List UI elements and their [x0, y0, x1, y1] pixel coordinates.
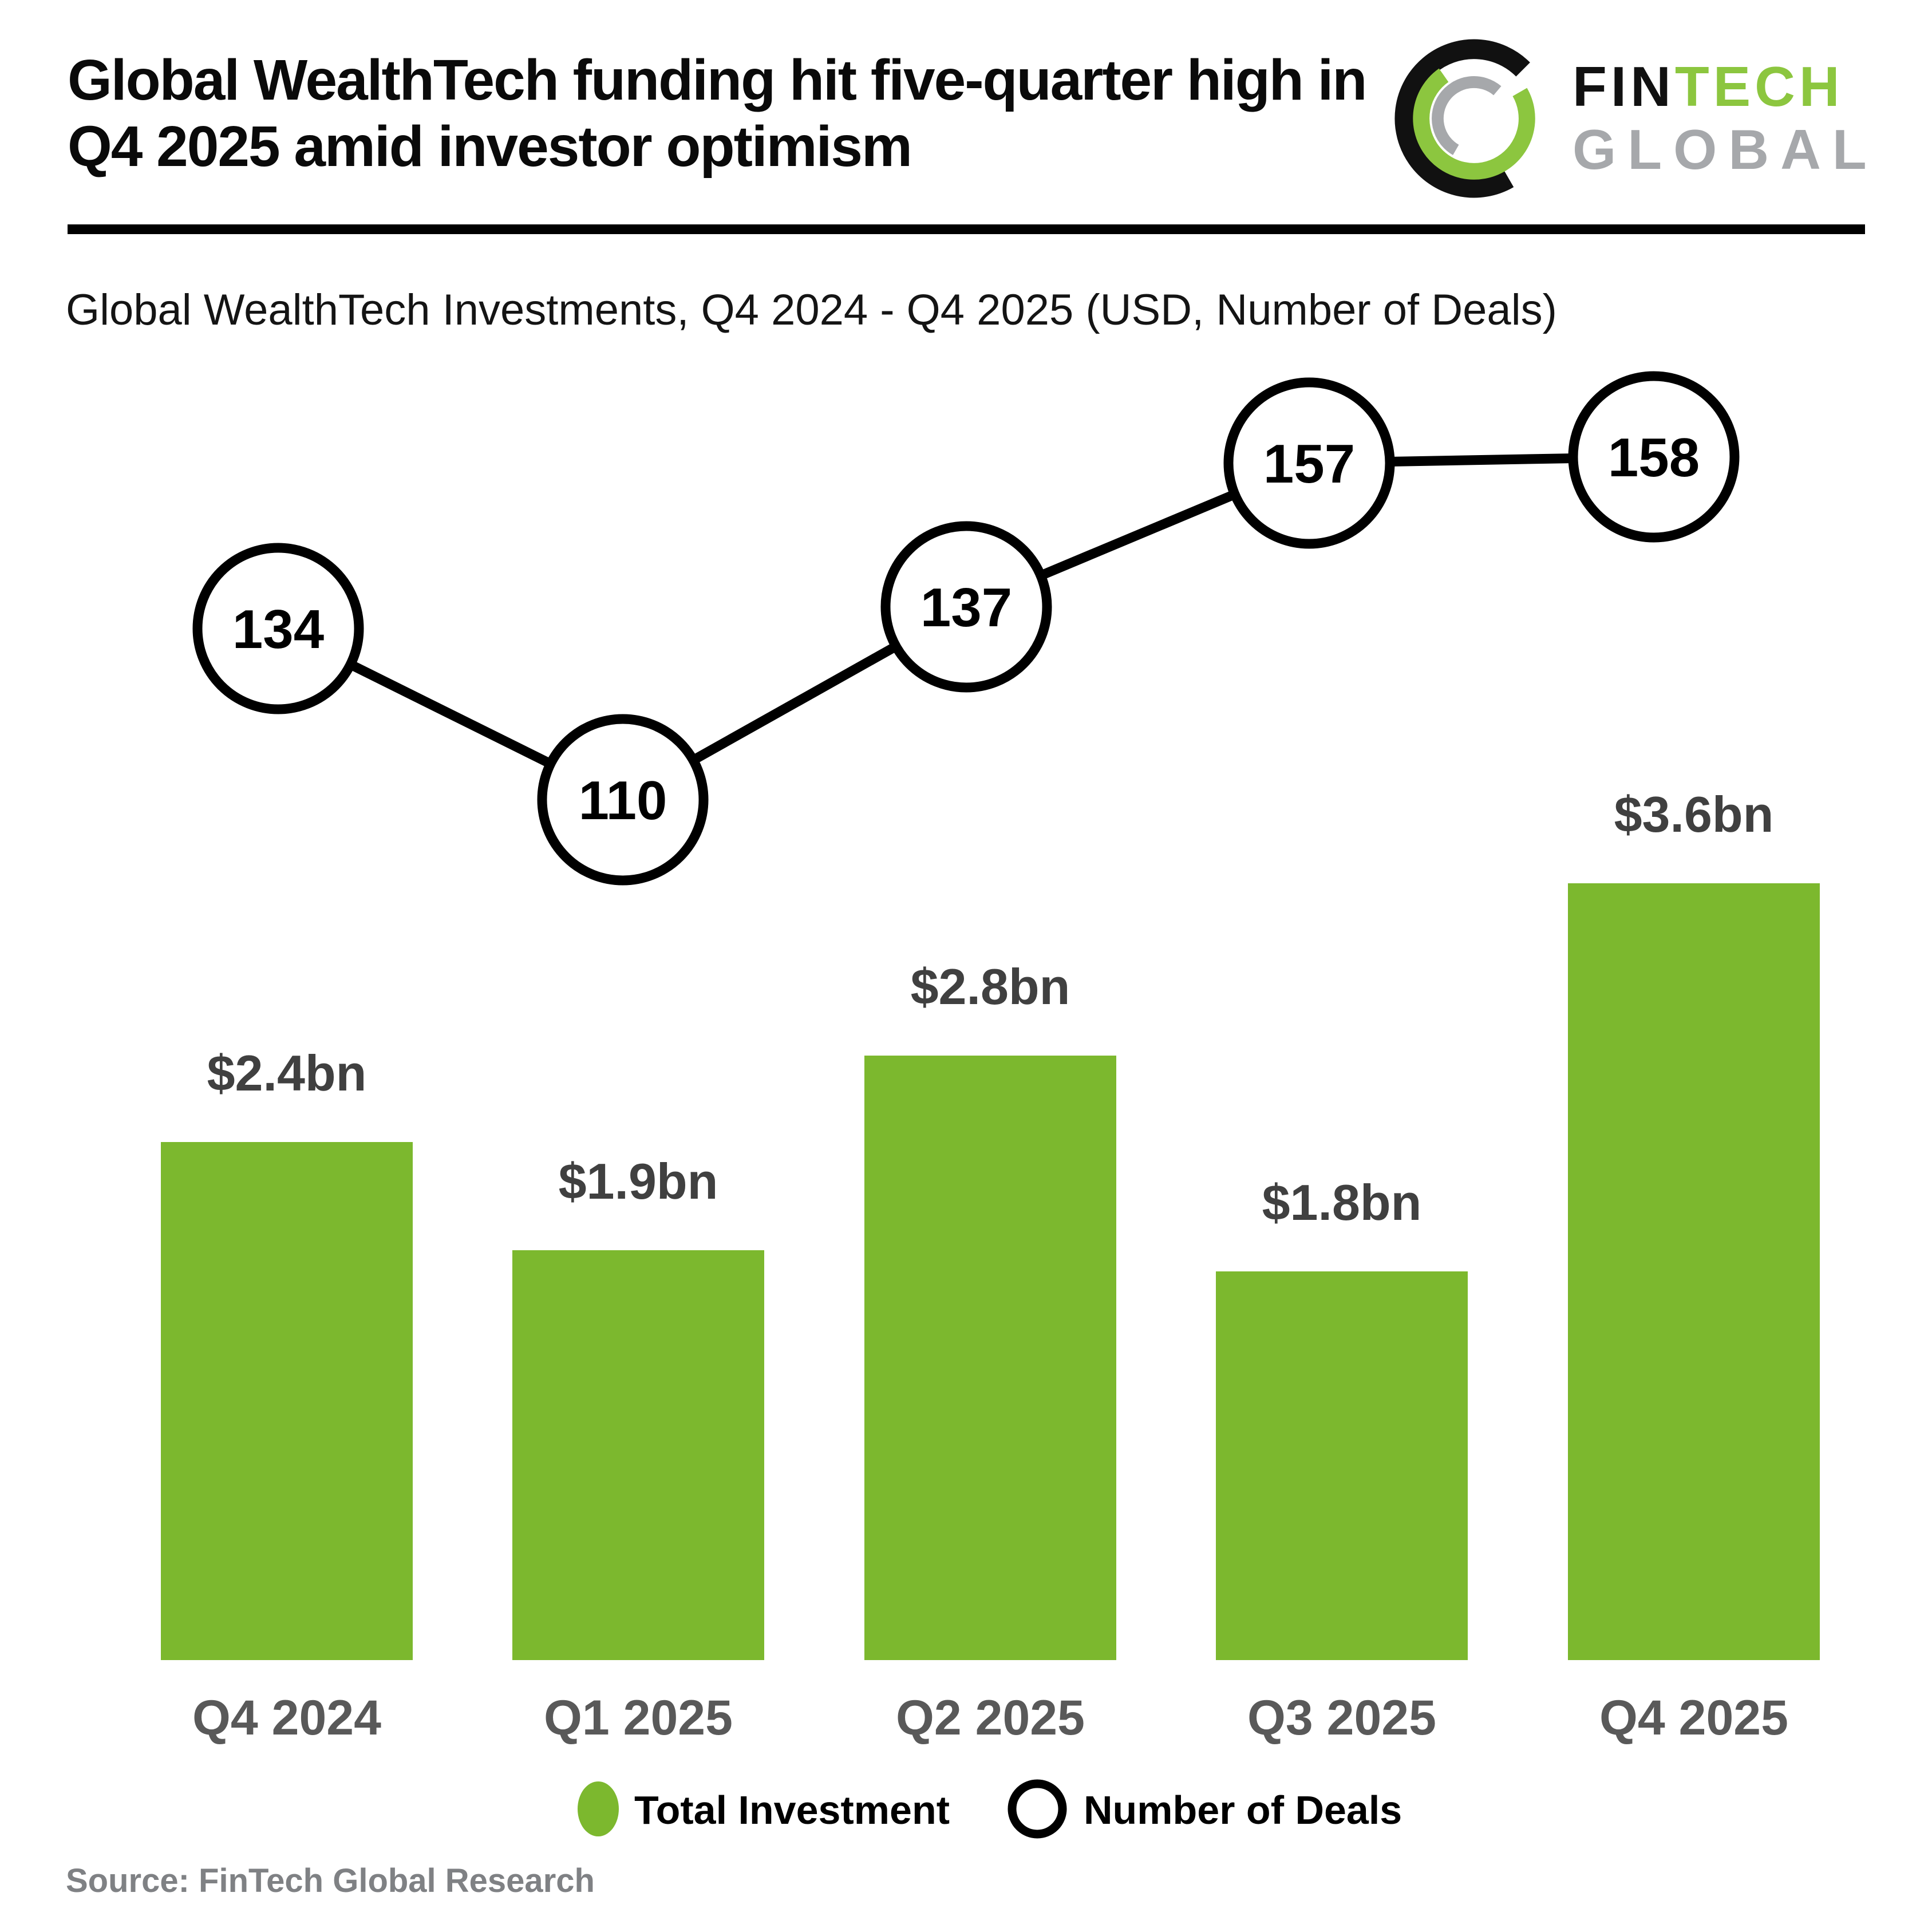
deal-marker-q3-2025 [1223, 377, 1395, 549]
page-title: Global WealthTech funding hit five-quart… [68, 48, 1368, 179]
legend-total-investment-label: Total Investment [634, 1788, 950, 1832]
legend-total-investment-icon [578, 1781, 619, 1836]
bar-value-q1-2025: $1.9bn [559, 1153, 718, 1210]
deal-count-q4-2024: 134 [232, 599, 324, 660]
deal-marker-q1-2025 [537, 714, 709, 886]
legend-number-of-deals-label: Number of Deals [1084, 1788, 1402, 1832]
x-label-q1-2025: Q1 2025 [544, 1690, 733, 1745]
legend-number-of-deals-icon [1008, 1779, 1067, 1839]
logo-tech: TECH [1674, 55, 1844, 118]
x-label-q2-2025: Q2 2025 [896, 1690, 1085, 1745]
logo-global: GLOBAL [1573, 118, 1878, 181]
combo-chart: $2.4bn $1.9bn $2.8bn $1.8bn $3.6bn 134 1… [161, 371, 1820, 1839]
deal-marker-q4-2024 [192, 543, 364, 714]
bar-value-q4-2025: $3.6bn [1614, 786, 1774, 843]
bar-q4-2024 [161, 1142, 413, 1660]
title-divider [68, 224, 1865, 234]
deal-count-q4-2025: 158 [1608, 427, 1700, 488]
deal-count-q3-2025: 157 [1263, 433, 1355, 495]
bar-q2-2025 [864, 1056, 1116, 1660]
x-label-q3-2025: Q3 2025 [1247, 1690, 1436, 1745]
source-note: Source: FinTech Global Research [66, 1862, 595, 1899]
x-label-q4-2025: Q4 2025 [1599, 1690, 1788, 1745]
x-label-q4-2024: Q4 2024 [192, 1690, 381, 1745]
fintech-global-swirl-icon [1394, 39, 1535, 198]
bar-value-q3-2025: $1.8bn [1262, 1174, 1422, 1231]
deal-count-q1-2025: 110 [579, 770, 667, 831]
bar-q1-2025 [512, 1250, 764, 1660]
fintech-global-logo: FINTECH GLOBAL [1388, 30, 1892, 207]
bar-q4-2025 [1568, 883, 1820, 1660]
deal-count-q2-2025: 137 [920, 577, 1012, 638]
logo-fin: FIN [1573, 55, 1675, 118]
deal-marker-q2-2025 [880, 521, 1052, 693]
bar-value-q2-2025: $2.8bn [911, 958, 1070, 1015]
logo-wordmark: FINTECH GLOBAL [1573, 55, 1878, 181]
bar-q3-2025 [1216, 1271, 1468, 1660]
chart-subtitle: Global WealthTech Investments, Q4 2024 -… [66, 286, 1557, 334]
logo-line-fintech: FINTECH [1573, 55, 1878, 118]
deal-marker-q4-2025 [1568, 371, 1740, 543]
bar-value-q4-2024: $2.4bn [207, 1045, 367, 1101]
